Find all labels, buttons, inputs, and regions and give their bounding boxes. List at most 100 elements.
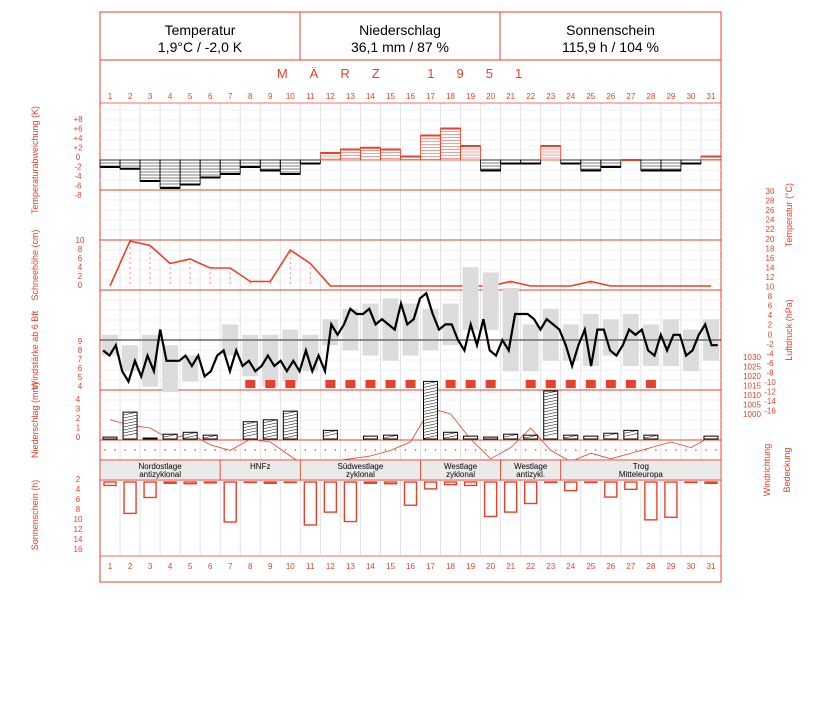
precip-hatch: [122, 414, 138, 419]
precip-bar: [703, 435, 719, 440]
precip-hatch: [503, 433, 518, 438]
precip-hatch: [543, 417, 558, 422]
temp-right-tick: 0: [768, 330, 773, 339]
precip-hatch: [563, 434, 578, 439]
day-label-top: 25: [586, 92, 595, 101]
wind-marker: [365, 380, 376, 388]
wind-tick: 8: [78, 346, 83, 355]
sunshine-bar: [323, 481, 338, 513]
day-label-top: 8: [248, 92, 253, 101]
wind-marker: [285, 380, 296, 388]
precip-bar: [463, 435, 479, 440]
temp-range-bar: [422, 308, 439, 351]
precip-hatch: [283, 425, 298, 430]
temp-right-tick: -16: [764, 407, 776, 416]
snow-dot: [289, 272, 291, 274]
temp-right-tick: 4: [768, 311, 773, 320]
wind-direction-dot: [104, 449, 106, 451]
temp-range-bar: [122, 345, 139, 372]
temp-range-bar: [362, 303, 379, 356]
snow-dot: [289, 267, 291, 269]
temp-right-tick: 14: [766, 263, 775, 272]
precip-hatch: [423, 402, 438, 406]
day-label-bottom: 26: [606, 562, 615, 571]
snow-depth-line: [109, 240, 711, 287]
precip-hatch: [423, 405, 438, 409]
precip-title: Niederschlag: [359, 22, 441, 38]
day-label-top: 1: [108, 92, 113, 101]
day-label-bottom: 31: [707, 562, 716, 571]
precip-tick: 3: [76, 405, 81, 414]
precip-bar: [563, 434, 579, 440]
wind-direction-dot: [134, 449, 136, 451]
precip-bar: [523, 434, 539, 440]
wind-direction-dot: [114, 449, 116, 451]
sunshine-bar: [503, 481, 518, 513]
snow-dot: [149, 262, 151, 264]
day-label-top: 18: [446, 92, 455, 101]
wind-direction-dot: [454, 449, 457, 451]
sunshine-bar: [604, 481, 618, 498]
weather-type-label: Westlage: [444, 462, 478, 471]
wind-direction-dot: [434, 449, 437, 451]
sunshine-tick: 10: [74, 515, 83, 524]
precip-hatch: [323, 433, 338, 437]
temp-right-tick: 10: [766, 283, 775, 292]
snow-dot: [129, 257, 131, 259]
temp-right-tick: -8: [766, 368, 774, 377]
day-label-bottom: 23: [546, 562, 555, 571]
pressure-tick: 1000: [743, 410, 761, 419]
day-label-bottom: 19: [466, 562, 475, 571]
precip-bar: [142, 437, 158, 440]
day-label-top: 12: [326, 92, 335, 101]
wind-direction-dot: [204, 449, 206, 451]
wind-marker: [445, 380, 456, 388]
precip-hatch: [543, 405, 558, 410]
sunshine-tick: 16: [74, 545, 83, 554]
temp-range-bar: [342, 308, 359, 351]
sunshine-bar: [143, 481, 157, 499]
day-label-bottom: 24: [566, 562, 575, 571]
day-label-bottom: 29: [666, 562, 675, 571]
precip-hatch: [383, 434, 398, 439]
snow-dot: [129, 267, 131, 269]
snow-dot: [149, 252, 151, 254]
temp-right-tick: 30: [766, 187, 775, 196]
day-label-top: 5: [188, 92, 193, 101]
precip-hatch: [283, 416, 298, 421]
precip-tick: 4: [76, 395, 81, 404]
day-label-top: 22: [526, 92, 535, 101]
precip-hatch: [543, 423, 558, 428]
precip-hatch: [423, 387, 438, 391]
snow-dot: [129, 272, 131, 274]
day-label-top: 15: [386, 92, 395, 101]
precip-hatch: [543, 393, 558, 398]
precip-bar: [543, 390, 559, 440]
weather-type-label: Nordostlage: [139, 462, 183, 471]
wind-direction-dot: [655, 449, 657, 451]
sunshine-bar: [443, 481, 458, 486]
day-label-top: 13: [346, 92, 355, 101]
wind-direction-dot: [534, 449, 537, 451]
wind-marker: [265, 380, 276, 388]
precip-hatch: [263, 425, 278, 430]
snow-dot: [189, 262, 191, 264]
wind-direction-dot: [324, 449, 327, 451]
temp-range-bar: [242, 334, 259, 377]
snow-dot: [129, 277, 131, 279]
wind-marker: [485, 380, 496, 388]
wind-direction-dot: [334, 449, 337, 451]
wind-direction-dot: [174, 449, 176, 451]
temp-right-tick: -6: [766, 359, 774, 368]
wind-direction-dot: [584, 449, 587, 451]
day-label-bottom: 11: [306, 562, 315, 571]
day-label-bottom: 25: [586, 562, 595, 571]
snow-dot: [149, 277, 151, 279]
weather-type-label: Südwestlage: [338, 462, 384, 471]
precip-hatch: [243, 427, 258, 431]
wind-direction-dot: [705, 449, 707, 451]
snow-dot: [289, 262, 291, 264]
temp-range-bar: [482, 272, 499, 330]
sun-value: 115,9 h / 104 %: [561, 39, 660, 55]
sunshine-bar: [263, 481, 277, 484]
